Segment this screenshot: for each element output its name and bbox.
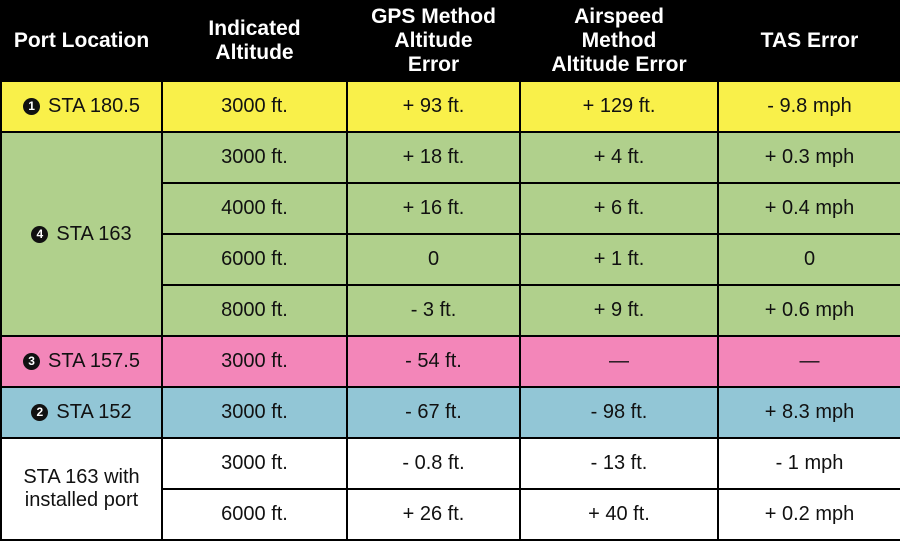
location-number-badge: 3 <box>23 353 41 370</box>
table-row: STA 163 with installed port 3000 ft. - 0.8… <box>0 437 900 541</box>
tas-error-cell: - 9.8 mph <box>717 80 900 133</box>
indicated-altitude-cell: 8000 ft. <box>161 284 348 337</box>
tas-error-cell: — <box>717 335 900 388</box>
indicated-altitude-cell: 6000 ft. <box>161 233 348 286</box>
airspeed-error-cell: + 1 ft. <box>519 233 719 286</box>
tas-error-cell: + 8.3 mph <box>717 386 900 439</box>
indicated-altitude-cell: 3000 ft. <box>161 437 348 490</box>
table-header: Port Location Indicated Altitude GPS Met… <box>0 0 900 82</box>
port-location-label: STA 163 <box>56 222 132 245</box>
airspeed-error-cell: — <box>519 335 719 388</box>
gps-error-cell: 0 <box>346 233 521 286</box>
gps-error-cell: - 0.8 ft. <box>346 437 521 490</box>
table-row: 4000 ft. + 16 ft. + 6 ft. + 0.4 mph <box>1 182 900 235</box>
tas-error-cell: 0 <box>717 233 900 286</box>
tas-error-cell: + 0.2 mph <box>717 488 900 541</box>
airspeed-error-cell: - 98 ft. <box>519 386 719 439</box>
port-location-cell: 4 STA 163 <box>0 131 163 337</box>
port-location-label: STA 180.5 <box>48 95 140 117</box>
header-tas-error: TAS Error <box>717 0 900 82</box>
port-location-label: STA 157.5 <box>48 350 140 372</box>
indicated-altitude-cell: 6000 ft. <box>161 488 348 541</box>
indicated-altitude-cell: 4000 ft. <box>161 182 348 235</box>
table-row: 6000 ft. + 26 ft. + 40 ft. + 0.2 mph <box>1 488 900 541</box>
airspeed-error-cell: + 129 ft. <box>519 80 719 133</box>
table-row: 3 STA 157.5 3000 ft. - 54 ft. — — <box>0 335 900 388</box>
header-gps-method-error: GPS Method Altitude Error <box>346 0 521 82</box>
port-location-cell: 3 STA 157.5 <box>0 335 163 388</box>
airspeed-error-cell: - 13 ft. <box>519 437 719 490</box>
port-location-label: STA 152 <box>56 401 132 423</box>
location-number-badge: 4 <box>31 225 49 243</box>
indicated-altitude-cell: 3000 ft. <box>161 335 348 388</box>
gps-error-cell: - 67 ft. <box>346 386 521 439</box>
tas-error-cell: + 0.6 mph <box>717 284 900 337</box>
indicated-altitude-cell: 3000 ft. <box>161 386 348 439</box>
tas-error-cell: - 1 mph <box>717 437 900 490</box>
gps-error-cell: - 54 ft. <box>346 335 521 388</box>
header-row: Port Location Indicated Altitude GPS Met… <box>0 0 900 82</box>
location-number-badge: 1 <box>23 98 41 115</box>
gps-error-cell: + 18 ft. <box>346 131 521 184</box>
gps-error-cell: + 16 ft. <box>346 182 521 235</box>
indicated-altitude-cell: 3000 ft. <box>161 80 348 133</box>
table-row: 8000 ft. - 3 ft. + 9 ft. + 0.6 mph <box>1 284 900 337</box>
port-location-cell: 1 STA 180.5 <box>0 80 163 133</box>
indicated-altitude-cell: 3000 ft. <box>161 131 348 184</box>
port-location-cell: 2 STA 152 <box>0 386 163 439</box>
table-row: 1 STA 180.5 3000 ft. + 93 ft. + 129 ft. - 9.8… <box>0 80 900 133</box>
header-port-location: Port Location <box>0 0 163 82</box>
table-body: 1 STA 180.5 3000 ft. + 93 ft. + 129 ft. - 9.8… <box>0 80 900 541</box>
gps-error-cell: + 26 ft. <box>346 488 521 541</box>
gps-error-cell: + 93 ft. <box>346 80 521 133</box>
airspeed-error-cell: + 4 ft. <box>519 131 719 184</box>
header-indicated-altitude: Indicated Altitude <box>161 0 348 82</box>
port-location-cell: STA 163 with installed port <box>0 437 163 541</box>
table-row: 4 STA 163 3000 ft. + 18 ft. + 4 ft. + 0.3 mph <box>0 131 900 337</box>
gps-error-cell: - 3 ft. <box>346 284 521 337</box>
tas-error-cell: + 0.4 mph <box>717 182 900 235</box>
tas-error-cell: + 0.3 mph <box>717 131 900 184</box>
airspeed-error-cell: + 40 ft. <box>519 488 719 541</box>
table-row: 6000 ft. 0 + 1 ft. 0 <box>1 233 900 286</box>
location-number-badge: 2 <box>31 404 49 421</box>
header-airspeed-method-error: Airspeed Method Altitude Error <box>519 0 719 82</box>
port-location-label: STA 163 with installed port <box>23 466 140 511</box>
table-row: 2 STA 152 3000 ft. - 67 ft. - 98 ft. + 8.3 mp… <box>0 386 900 439</box>
airspeed-error-cell: + 9 ft. <box>519 284 719 337</box>
airspeed-error-cell: + 6 ft. <box>519 182 719 235</box>
